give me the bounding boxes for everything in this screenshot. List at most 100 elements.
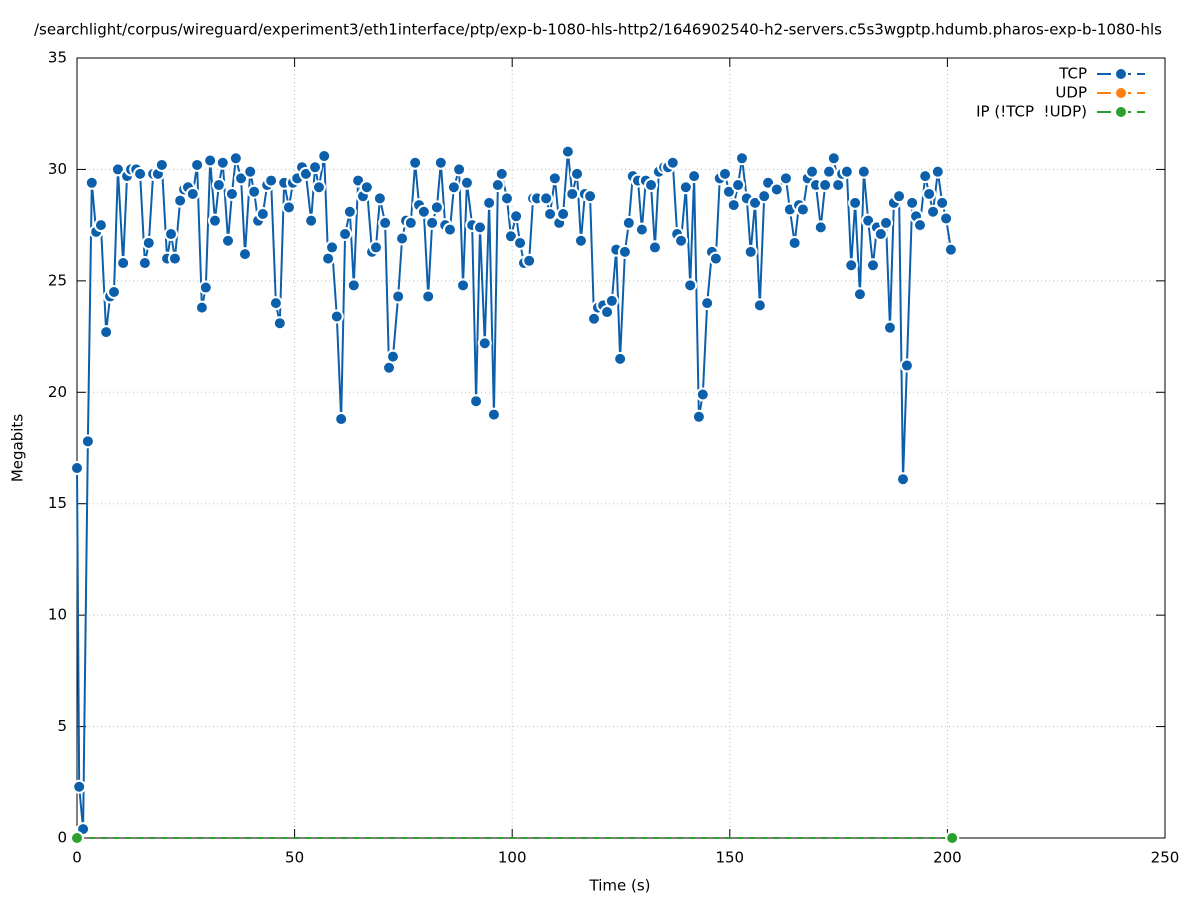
data-point <box>99 325 114 340</box>
y-axis-label: Megabits <box>9 414 27 482</box>
data-point <box>922 186 937 201</box>
data-point <box>665 155 680 170</box>
data-point <box>185 186 200 201</box>
data-point <box>726 198 741 213</box>
data-point <box>687 169 702 184</box>
legend-marker <box>1114 67 1128 81</box>
data-point <box>565 186 580 201</box>
data-point <box>600 305 615 320</box>
data-point <box>433 155 448 170</box>
x-tick-label: 250 <box>1151 849 1180 867</box>
data-point <box>852 287 867 302</box>
data-point <box>346 278 361 293</box>
data-point <box>308 160 323 175</box>
data-point <box>700 296 715 311</box>
data-point <box>403 215 418 230</box>
data-point <box>116 256 131 271</box>
data-point <box>873 227 888 242</box>
data-point <box>247 184 262 199</box>
data-point <box>731 178 746 193</box>
data-point <box>80 434 95 449</box>
data-point <box>224 186 239 201</box>
data-point <box>930 164 945 179</box>
data-point <box>879 215 894 230</box>
data-point <box>272 316 287 331</box>
data-point <box>935 195 950 210</box>
data-point <box>708 251 723 266</box>
data-point <box>818 178 833 193</box>
data-point <box>469 394 484 409</box>
data-point <box>905 195 920 210</box>
data-point <box>207 213 222 228</box>
data-point <box>304 213 319 228</box>
y-tick-label: 25 <box>48 271 67 289</box>
data-point <box>237 247 252 262</box>
data-point <box>342 204 357 219</box>
data-point <box>456 278 471 293</box>
data-point <box>482 195 497 210</box>
data-point <box>198 280 213 295</box>
data-point <box>795 202 810 217</box>
data-point <box>167 251 182 266</box>
data-point <box>899 358 914 373</box>
data-point <box>509 209 524 224</box>
legend-marker <box>1114 86 1128 100</box>
data-point <box>359 180 374 195</box>
data-point <box>203 153 218 168</box>
data-point <box>329 309 344 324</box>
data-point <box>757 189 772 204</box>
data-point <box>613 351 628 366</box>
legend-marker <box>1114 105 1128 119</box>
data-point <box>281 200 296 215</box>
data-point <box>573 233 588 248</box>
data-point <box>442 222 457 237</box>
data-point <box>896 472 911 487</box>
data-point <box>215 155 230 170</box>
data-point <box>106 285 121 299</box>
y-tick-label: 35 <box>48 49 67 67</box>
data-point <box>84 175 99 190</box>
data-point <box>813 220 828 235</box>
x-axis-label: Time (s) <box>589 877 651 895</box>
y-tick-label: 20 <box>48 383 67 401</box>
data-point <box>695 387 710 402</box>
data-point <box>211 178 226 193</box>
y-tick-label: 30 <box>48 160 67 178</box>
data-point <box>721 184 736 199</box>
data-point <box>255 207 270 221</box>
data-point <box>743 244 758 259</box>
data-point <box>674 233 689 248</box>
data-point <box>939 211 954 226</box>
legend-label: UDP <box>1055 84 1087 102</box>
data-point <box>556 207 571 221</box>
data-point <box>848 195 863 210</box>
legend-label: IP (!TCP !UDP) <box>976 103 1087 121</box>
data-point <box>882 320 897 335</box>
data-point <box>325 240 340 255</box>
data-point <box>805 164 820 179</box>
data-point <box>317 149 332 164</box>
data-point <box>822 164 837 179</box>
data-point <box>644 178 659 193</box>
data-point <box>372 191 387 206</box>
data-point <box>154 157 169 172</box>
x-tick-label: 50 <box>285 849 304 867</box>
x-tick-label: 100 <box>498 849 527 867</box>
data-point <box>338 227 353 242</box>
data-point <box>499 191 514 206</box>
data-point <box>421 289 436 304</box>
data-point <box>221 233 236 248</box>
data-point <box>522 253 537 268</box>
data-point <box>778 171 793 186</box>
data-point <box>892 189 907 204</box>
data-point <box>647 240 662 255</box>
data-point <box>547 171 562 186</box>
data-point <box>513 235 528 250</box>
chart-title: /searchlight/corpus/wireguard/experiment… <box>34 21 1162 39</box>
data-point <box>164 227 179 242</box>
data-point <box>425 215 440 230</box>
data-point <box>560 144 575 159</box>
